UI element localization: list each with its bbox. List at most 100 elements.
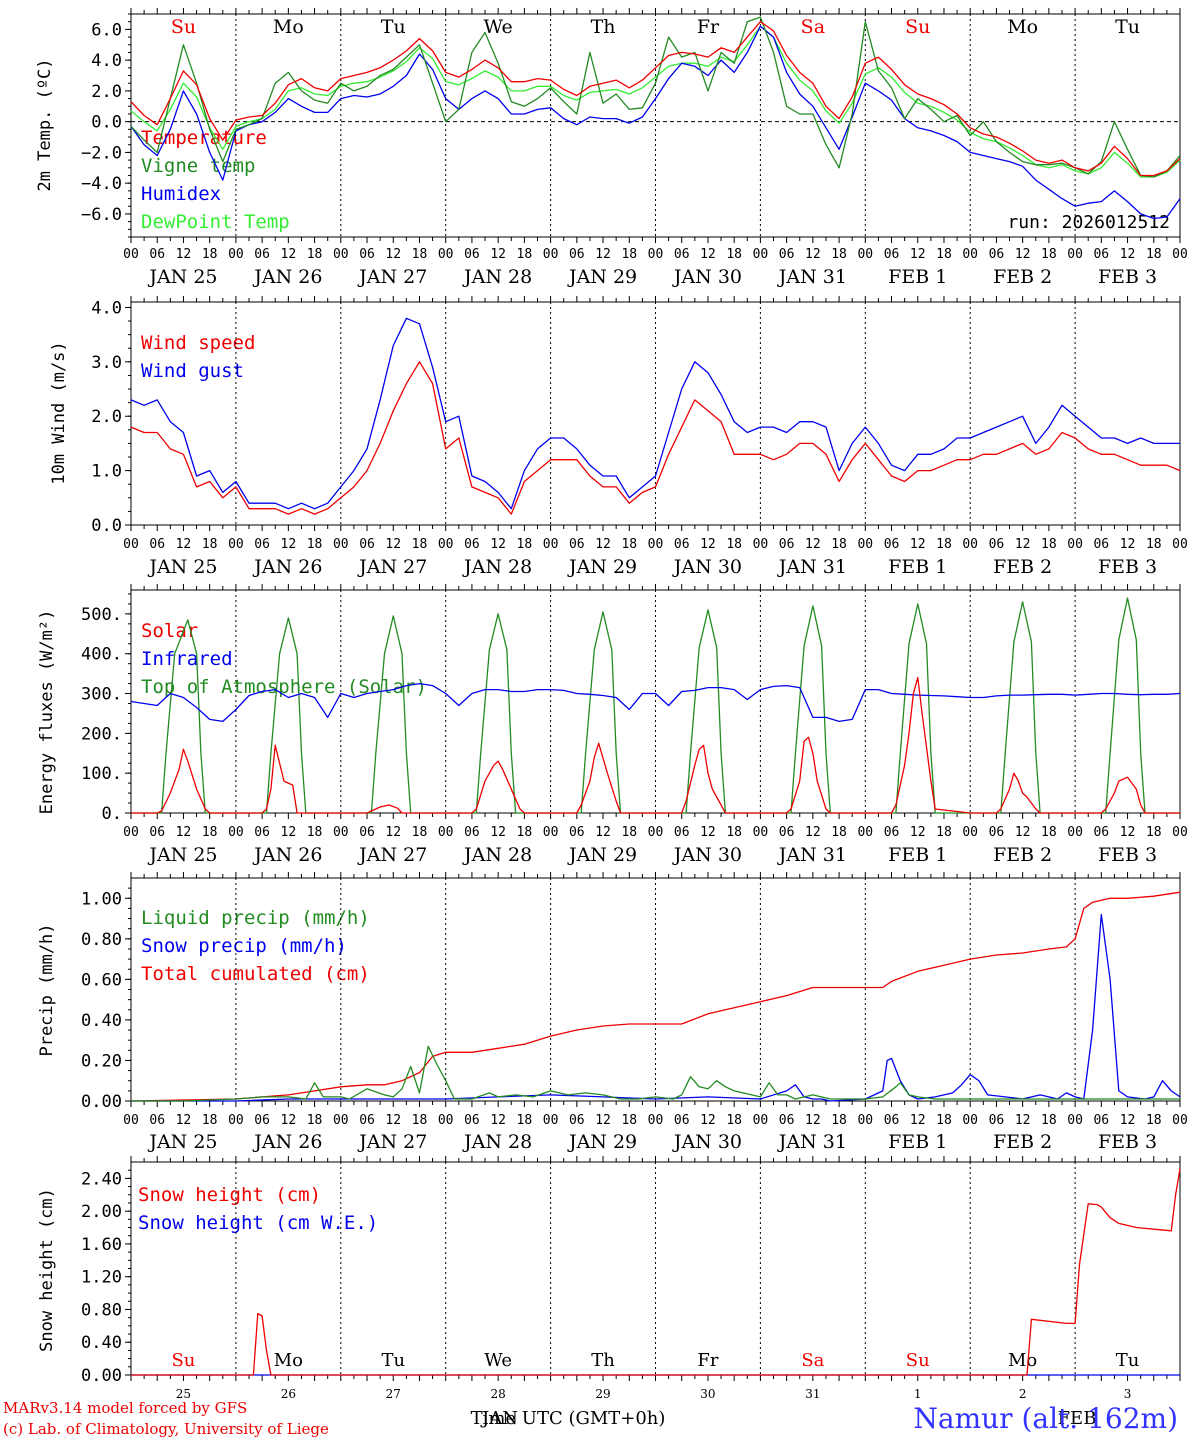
hour-tick-label: 12 — [910, 537, 926, 552]
hour-tick-label: 06 — [989, 1113, 1005, 1128]
hour-tick-label: 18 — [936, 247, 952, 262]
hour-tick-label: 00 — [1067, 247, 1083, 262]
hour-tick-label: 00 — [123, 1113, 139, 1128]
hour-tick-label: 18 — [831, 825, 847, 840]
hour-tick-label: 18 — [1146, 1113, 1162, 1128]
y-tick-label: 0.0 — [91, 516, 122, 536]
hour-tick-label: 00 — [648, 1113, 664, 1128]
hour-tick-label: 12 — [1120, 1113, 1136, 1128]
hour-tick-label: 18 — [621, 247, 637, 262]
weekday-label: Su — [171, 16, 196, 38]
hour-tick-label: 12 — [595, 825, 611, 840]
hour-tick-label: 12 — [385, 825, 401, 840]
hour-tick-label: 18 — [307, 537, 323, 552]
hour-tick-label: 06 — [1093, 247, 1109, 262]
snow-weekday-label: Mo — [1008, 1350, 1037, 1371]
hour-tick-label: 00 — [333, 537, 349, 552]
hour-tick-label: 06 — [989, 825, 1005, 840]
date-label: JAN 30 — [672, 1131, 742, 1153]
hour-tick-label: 12 — [1120, 247, 1136, 262]
date-label: JAN 30 — [672, 556, 742, 578]
y-tick-label: 1.0 — [91, 462, 122, 482]
date-label: JAN 27 — [357, 556, 427, 578]
y-tick-label: 2.00 — [81, 1202, 122, 1222]
hour-tick-label: 00 — [1067, 537, 1083, 552]
hour-tick-label: 00 — [438, 537, 454, 552]
weekday-label: We — [484, 16, 513, 38]
series-line-total-cumulated-cm — [130, 891, 1181, 1102]
ylabel-temperature: 2m Temp. (ºC) — [35, 58, 55, 191]
date-label: FEB 3 — [1098, 844, 1157, 866]
hour-tick-label: 00 — [857, 247, 873, 262]
snow-day-number: 3 — [1124, 1387, 1132, 1401]
hour-tick-label: 12 — [700, 247, 716, 262]
snow-weekday-label: Sa — [801, 1350, 824, 1371]
hour-tick-label: 06 — [569, 1113, 585, 1128]
hour-tick-label: 00 — [857, 537, 873, 552]
hour-tick-label: 12 — [176, 537, 192, 552]
date-label: JAN 29 — [567, 266, 637, 288]
hour-tick-label: 06 — [569, 247, 585, 262]
date-label: JAN 25 — [147, 556, 217, 578]
hour-tick-label: 06 — [1093, 537, 1109, 552]
hour-tick-label: 06 — [359, 1113, 375, 1128]
hour-tick-label: 06 — [1093, 1113, 1109, 1128]
hour-tick-label: 00 — [1172, 825, 1188, 840]
date-label: JAN 26 — [252, 1131, 322, 1153]
y-tick-label: 500. — [81, 605, 122, 625]
ylabel-precip: Precip (mm/h) — [37, 923, 57, 1056]
hour-tick-label: 18 — [621, 1113, 637, 1128]
hour-tick-label: 06 — [989, 247, 1005, 262]
hour-tick-label: 00 — [753, 1113, 769, 1128]
snow-day-number: 25 — [176, 1387, 191, 1401]
hour-tick-label: 18 — [517, 537, 533, 552]
hour-tick-label: 00 — [648, 825, 664, 840]
weekday-label: Sa — [801, 16, 825, 38]
hour-tick-label: 06 — [674, 1113, 690, 1128]
y-tick-label: 1.20 — [81, 1268, 122, 1288]
snow-day-number: 28 — [491, 1387, 506, 1401]
legend-energy: Solar Infrared Top of Atmosphere (Solar) — [141, 620, 427, 698]
hour-tick-label: 12 — [385, 537, 401, 552]
legend-snow-height-entry: Snow height (cm) — [138, 1184, 321, 1206]
date-label: JAN 27 — [357, 1131, 427, 1153]
hour-tick-label: 12 — [805, 825, 821, 840]
hour-tick-label: 12 — [176, 247, 192, 262]
snow-day-number: 30 — [700, 1387, 715, 1401]
hour-tick-label: 06 — [464, 537, 480, 552]
hour-tick-label: 00 — [648, 537, 664, 552]
hour-tick-label: 00 — [543, 825, 559, 840]
hour-tick-label: 18 — [1146, 537, 1162, 552]
hour-tick-label: 18 — [831, 1113, 847, 1128]
y-tick-label: 1.00 — [81, 889, 122, 909]
panel-wind: 10m Wind (m/s) Wind speed Wind gust 0.0 1… — [49, 296, 1188, 578]
hour-tick-label: 00 — [857, 1113, 873, 1128]
hour-tick-label: 18 — [1041, 825, 1057, 840]
date-label: JAN 26 — [252, 844, 322, 866]
legend-wind: Wind speed Wind gust — [141, 332, 255, 382]
credit-line-1: MARv3.14 model forced by GFS — [3, 1399, 247, 1417]
hour-tick-label: 12 — [176, 825, 192, 840]
hour-tick-label: 06 — [884, 247, 900, 262]
weekday-label: Mo — [273, 16, 304, 38]
y-tick-label: 6.0 — [91, 20, 122, 40]
hour-tick-label: 12 — [595, 247, 611, 262]
snow-weekday-label: Su — [906, 1350, 930, 1371]
credit-line-2: (c) Lab. of Climatology, University of L… — [3, 1420, 329, 1438]
hour-tick-label: 06 — [674, 825, 690, 840]
hour-tick-label: 06 — [149, 825, 165, 840]
hour-tick-label: 18 — [726, 825, 742, 840]
hour-tick-label: 12 — [1015, 247, 1031, 262]
hour-tick-label: 18 — [621, 537, 637, 552]
y-tick-label: 0.00 — [81, 1092, 122, 1112]
hour-tick-label: 12 — [490, 537, 506, 552]
hour-tick-label: 18 — [621, 825, 637, 840]
hour-tick-label: 12 — [385, 247, 401, 262]
hour-tick-label: 18 — [1041, 1113, 1057, 1128]
hour-tick-label: 00 — [962, 1113, 978, 1128]
hour-tick-label: 12 — [1015, 537, 1031, 552]
y-tick-label: 400. — [81, 645, 122, 665]
hour-tick-label: 00 — [228, 247, 244, 262]
date-label: JAN 30 — [672, 266, 742, 288]
legend-dewpoint-entry: DewPoint Temp — [141, 211, 290, 233]
